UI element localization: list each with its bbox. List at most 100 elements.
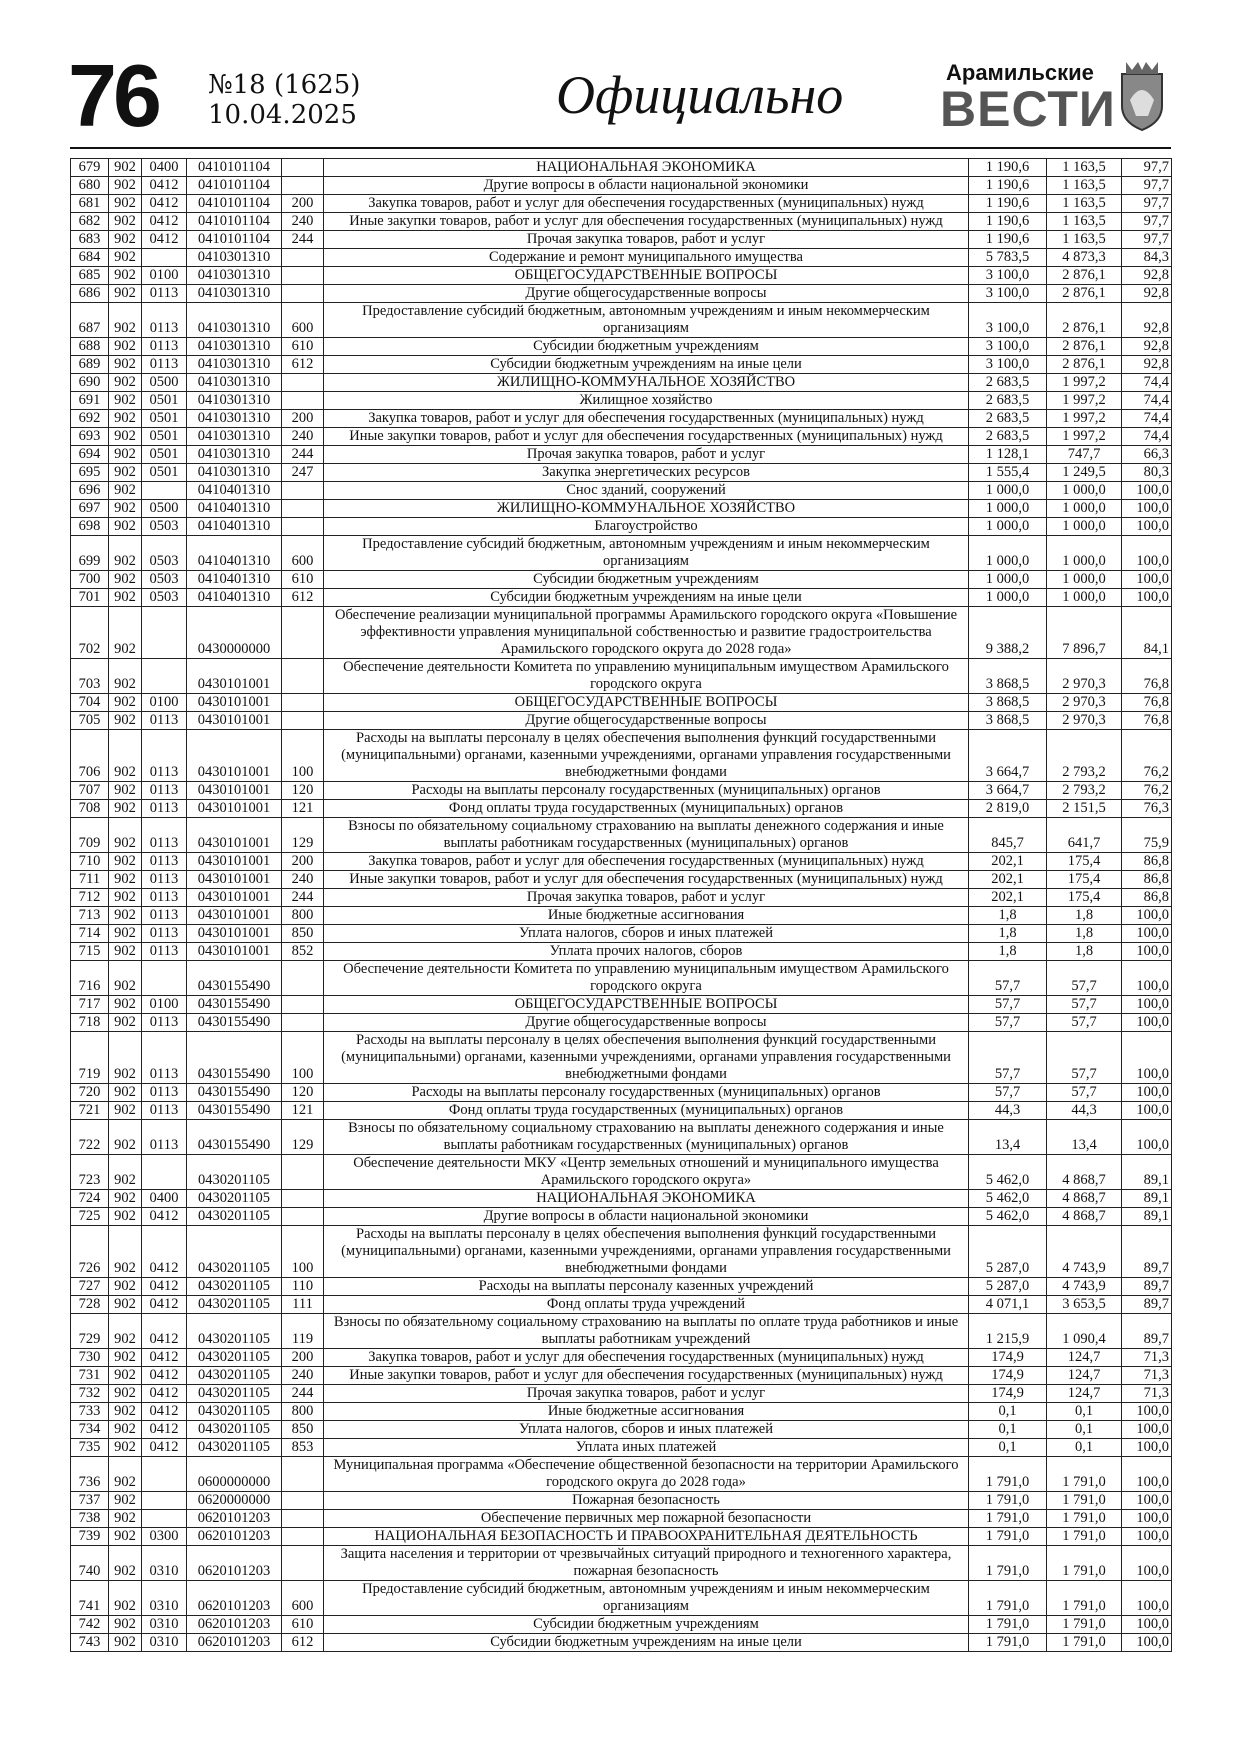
actual-amount: 1 791,0 (1046, 1491, 1122, 1510)
expense-type: 850 (281, 924, 324, 943)
section-code: 0412 (141, 1438, 187, 1457)
percent: 92,8 (1121, 355, 1172, 374)
item-name: Расходы на выплаты персоналу государстве… (323, 781, 969, 800)
row-number: 686 (70, 284, 109, 303)
plan-amount: 1 000,0 (968, 535, 1047, 571)
target-code: 0430155490 (186, 1083, 282, 1102)
section-code: 0113 (141, 799, 187, 818)
table-row: 690 902 0500 0410301310 ЖИЛИЩНО-КОММУНАЛЬНОЕ… (70, 373, 1172, 392)
percent: 97,7 (1121, 158, 1172, 177)
expense-type (281, 266, 324, 285)
row-number: 703 (70, 658, 109, 694)
section-title: Официально (556, 65, 844, 125)
department-code: 902 (108, 158, 142, 177)
plan-amount: 1 128,1 (968, 445, 1047, 464)
expense-type (281, 1545, 324, 1581)
percent: 76,8 (1121, 658, 1172, 694)
item-name: Взносы по обязательному социальному стра… (323, 1119, 969, 1155)
expense-type: 610 (281, 1615, 324, 1634)
target-code: 0620101203 (186, 1633, 282, 1652)
expense-type (281, 1189, 324, 1208)
section-code (141, 1456, 187, 1492)
table-row: 700 902 0503 0410401310 610 Субсидии бюджетны… (70, 570, 1172, 589)
item-name: Взносы по обязательному социальному стра… (323, 817, 969, 853)
plan-amount: 1 000,0 (968, 588, 1047, 607)
row-number: 733 (70, 1402, 109, 1421)
percent: 100,0 (1121, 960, 1172, 996)
item-name: Уплата налогов, сборов и иных платежей (323, 924, 969, 943)
department-code: 902 (108, 1295, 142, 1314)
actual-amount: 2 876,1 (1046, 337, 1122, 356)
row-number: 710 (70, 852, 109, 871)
plan-amount: 2 683,5 (968, 409, 1047, 428)
table-row: 731 902 0412 0430201105 240 Иные закупки това… (70, 1366, 1172, 1385)
department-code: 902 (108, 284, 142, 303)
target-code: 0410301310 (186, 391, 282, 410)
actual-amount: 1 249,5 (1046, 463, 1122, 482)
expense-type: 600 (281, 302, 324, 338)
row-number: 727 (70, 1277, 109, 1296)
row-number: 711 (70, 870, 109, 889)
percent: 89,1 (1121, 1189, 1172, 1208)
expense-type: 610 (281, 570, 324, 589)
department-code: 902 (108, 391, 142, 410)
row-number: 697 (70, 499, 109, 518)
actual-amount: 641,7 (1046, 817, 1122, 853)
plan-amount: 5 462,0 (968, 1189, 1047, 1208)
target-code: 0430201105 (186, 1348, 282, 1367)
expense-type (281, 1509, 324, 1528)
target-code: 0430201105 (186, 1225, 282, 1278)
target-code: 0410301310 (186, 248, 282, 267)
item-name: Субсидии бюджетным учреждениям на иные ц… (323, 588, 969, 607)
percent: 76,8 (1121, 711, 1172, 730)
section-code: 0100 (141, 995, 187, 1014)
actual-amount: 2 876,1 (1046, 284, 1122, 303)
actual-amount: 1 163,5 (1046, 194, 1122, 213)
actual-amount: 1 997,2 (1046, 373, 1122, 392)
target-code: 0620000000 (186, 1491, 282, 1510)
table-row: 728 902 0412 0430201105 111 Фонд оплаты труда… (70, 1295, 1172, 1314)
actual-amount: 57,7 (1046, 995, 1122, 1014)
section-code (141, 606, 187, 659)
expense-type: 100 (281, 1225, 324, 1278)
plan-amount: 1 000,0 (968, 517, 1047, 536)
item-name: Благоустройство (323, 517, 969, 536)
percent: 80,3 (1121, 463, 1172, 482)
page-number: 76 (68, 46, 162, 145)
table-row: 696 902 0410401310 Снос зданий, сооружений 1… (70, 481, 1172, 500)
actual-amount: 747,7 (1046, 445, 1122, 464)
plan-amount: 3 100,0 (968, 337, 1047, 356)
plan-amount: 3 664,7 (968, 781, 1047, 800)
department-code: 902 (108, 852, 142, 871)
row-number: 720 (70, 1083, 109, 1102)
percent: 92,8 (1121, 302, 1172, 338)
table-row: 740 902 0310 0620101203 Защита населения и т… (70, 1545, 1172, 1581)
row-number: 715 (70, 942, 109, 961)
item-name: Закупка товаров, работ и услуг для обесп… (323, 409, 969, 428)
table-row: 683 902 0412 0410101104 244 Прочая закупка то… (70, 230, 1172, 249)
plan-amount: 9 388,2 (968, 606, 1047, 659)
actual-amount: 7 896,7 (1046, 606, 1122, 659)
table-row: 722 902 0113 0430155490 129 Взносы по обязате… (70, 1119, 1172, 1155)
plan-amount: 57,7 (968, 995, 1047, 1014)
percent: 84,3 (1121, 248, 1172, 267)
target-code: 0410301310 (186, 302, 282, 338)
expense-type (281, 373, 324, 392)
section-code: 0503 (141, 588, 187, 607)
row-number: 695 (70, 463, 109, 482)
item-name: Обеспечение деятельности МКУ «Центр земе… (323, 1154, 969, 1190)
row-number: 713 (70, 906, 109, 925)
target-code: 0620101203 (186, 1580, 282, 1616)
percent: 89,7 (1121, 1295, 1172, 1314)
plan-amount: 1 791,0 (968, 1456, 1047, 1492)
table-row: 698 902 0503 0410401310 Благоустройство 1 000… (70, 517, 1172, 536)
expense-type: 800 (281, 1402, 324, 1421)
plan-amount: 0,1 (968, 1402, 1047, 1421)
table-row: 687 902 0113 0410301310 600 Предоставление су… (70, 302, 1172, 338)
actual-amount: 2 970,3 (1046, 711, 1122, 730)
item-name: Пожарная безопасность (323, 1491, 969, 1510)
percent: 100,0 (1121, 481, 1172, 500)
actual-amount: 1,8 (1046, 906, 1122, 925)
expense-type (281, 517, 324, 536)
percent: 100,0 (1121, 1119, 1172, 1155)
